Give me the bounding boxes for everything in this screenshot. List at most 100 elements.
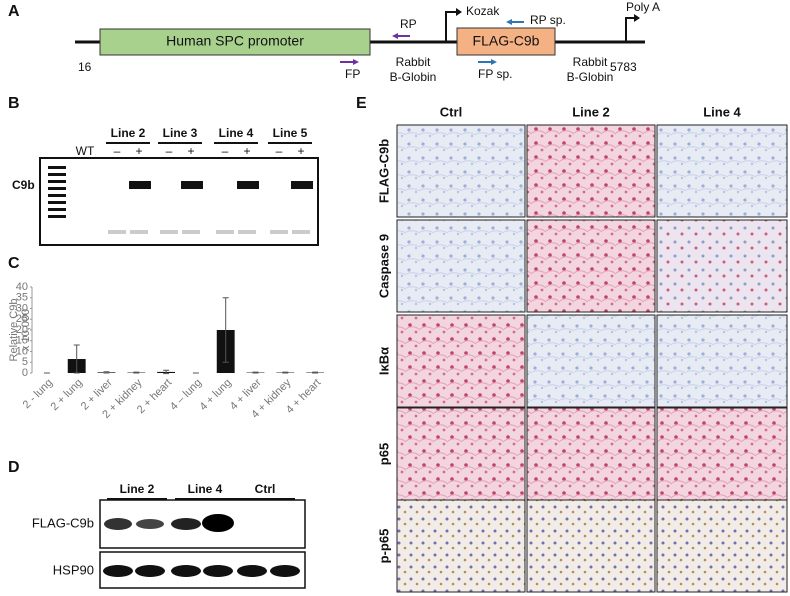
y-tick-label: 40 [16,281,28,293]
y-tick-label: 0 [22,367,28,379]
western-line-label: Ctrl [255,482,276,496]
x-tick-label: 2 + lung [48,377,84,413]
kozak-arrow [445,11,458,42]
histology-image [526,124,656,218]
gel-band [237,181,259,189]
poly-a-label: Poly A [626,0,660,14]
primer-band [108,230,126,234]
western-blot: Line 2 Line 4 Ctrl FLAG-C9b HSP90 [32,482,306,589]
primer-band [182,230,200,234]
ladder-band [48,187,66,190]
primer-band [270,230,288,234]
error-bar [222,297,229,363]
y-tick-label: 35 [16,292,28,304]
histology-image [526,407,656,501]
histology-image [396,124,526,218]
kozak-label: Kozak [466,4,500,18]
primer-band [130,230,148,234]
wt-label: WT [76,144,95,158]
histology-image [396,314,526,408]
y-tick-label: 10 [16,345,28,357]
fp-label: FP [345,67,360,81]
ladder-band [48,180,66,183]
y-axis-label: x 10,000 [20,309,32,351]
row-label: p65 [376,443,391,465]
y-tick-label: 15 [16,335,28,347]
panel-label: A [8,3,20,20]
lane-sign: + [243,144,250,158]
histology-image [396,219,526,313]
lane-sign: + [297,144,304,158]
y-tick-label: 5 [22,356,28,368]
start-label: 16 [78,60,92,74]
primer-band [292,230,310,234]
row-label: p-p65 [376,529,391,564]
promoter-label: Human SPC promoter [166,33,304,49]
ladder-band [48,208,66,211]
primer-band [238,230,256,234]
histology-image [656,219,788,313]
rp-sp-label: RP sp. [530,13,566,27]
y-tick-label: 30 [16,302,28,314]
ladder-band [48,166,66,169]
row-label: FLAG-C9b [376,139,391,203]
panel-label: E [356,95,367,112]
ladder-band [48,173,66,176]
panel-label: B [8,95,20,112]
western-row-label: FLAG-C9b [32,515,94,530]
promoter-box [99,28,371,56]
rp-label: RP [400,17,417,31]
gel-line-label: Line 2 [111,126,146,140]
gel-line-label: Line 4 [219,126,254,140]
western-row-label: HSP90 [53,562,94,577]
globin-left-2: B-Globin [390,70,437,84]
x-tick-label: 4 + lung [197,377,233,413]
histology-image [526,314,656,408]
column-label: Line 2 [572,104,610,119]
y-tick-label: 25 [16,313,28,325]
error-bar [133,371,140,374]
lane-sign: – [276,144,283,158]
lane-sign: – [114,144,121,158]
column-label: Line 4 [703,104,741,119]
x-tick-label: 4 – lung [168,377,204,413]
error-bar [163,369,170,375]
histology-image [656,407,788,501]
band-label: C9b [12,178,35,192]
column-label: Ctrl [440,104,462,119]
globin-right-1: Rabbit [573,55,608,69]
histology-image [656,124,788,218]
primer-band [160,230,178,234]
gene-box [456,27,556,56]
gel-band [291,181,313,189]
globin-left-1: Rabbit [396,55,431,69]
western-line-label: Line 2 [120,482,155,496]
lane-sign: – [166,144,173,158]
globin-right-2: B-Globin [567,70,614,84]
row-label: IκBα [376,347,391,375]
fp-sp-label: FP sp. [478,67,512,81]
histology-image [656,499,788,593]
lane-sign: + [135,144,142,158]
gel-band [129,181,151,189]
histology-image [396,407,526,501]
y-axis-label: Relative C9b [8,299,20,362]
gel: C9b WT Line 2 Line 3 Line 4 Line 5– + – + – + – + [12,126,319,246]
primer-band [216,230,234,234]
histology-image [526,219,656,313]
lane-sign: + [187,144,194,158]
lane-sign: – [222,144,229,158]
western-line-label: Line 4 [188,482,223,496]
histology-grid: Ctrl Line 2 Line 4 FLAG-C9b Caspase 9 IκBα p65… [376,104,788,593]
panel-label: C [8,255,20,272]
error-bar [312,371,319,374]
gel-band [181,181,203,189]
error-bar [282,371,289,374]
gel-line-label: Line 5 [273,126,308,140]
ladder-band [48,194,66,197]
error-bar [103,371,110,374]
histology-image [396,499,526,593]
gel-line-label: Line 3 [163,126,198,140]
